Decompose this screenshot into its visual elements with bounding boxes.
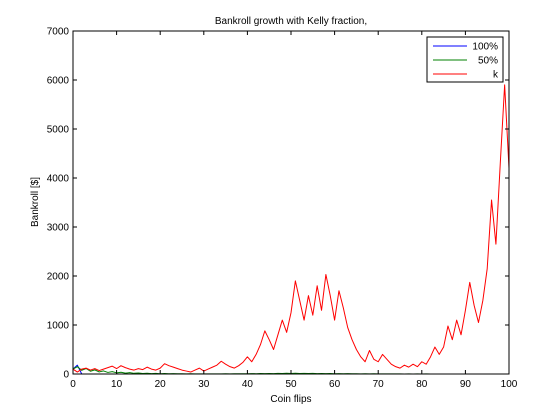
x-tick-label: 70 [373, 379, 385, 390]
x-tick-label: 100 [501, 379, 518, 390]
y-tick-label: 1000 [47, 321, 70, 332]
chart-title: Bankroll growth with Kelly fraction, [215, 16, 367, 27]
x-tick-label: 40 [242, 379, 254, 390]
x-tick-label: 30 [198, 379, 210, 390]
x-tick-label: 50 [285, 379, 297, 390]
y-tick-label: 7000 [47, 27, 70, 38]
y-tick-label: 0 [63, 370, 69, 381]
plot-area [73, 31, 509, 374]
legend-label-2: k [493, 70, 499, 81]
x-tick-label: 20 [155, 379, 167, 390]
x-tick-label: 10 [111, 379, 123, 390]
x-tick-label: 80 [416, 379, 428, 390]
y-tick-label: 5000 [47, 125, 70, 136]
x-tick-label: 0 [70, 379, 76, 390]
legend-label-0: 100% [472, 42, 498, 53]
y-tick-label: 2000 [47, 272, 70, 283]
x-tick-label: 90 [460, 379, 472, 390]
x-axis-title: Coin flips [270, 394, 311, 405]
legend: 100% 50% k [426, 36, 504, 83]
y-tick-label: 3000 [47, 223, 70, 234]
x-tick-label: 60 [329, 379, 341, 390]
y-tick-label: 6000 [47, 76, 70, 87]
legend-label-1: 50% [478, 56, 498, 67]
series-line-2 [73, 84, 509, 373]
y-axis-title: Bankroll [$] [30, 177, 41, 227]
y-tick-label: 4000 [47, 174, 70, 185]
ticks-group: 0 10 20 30 40 50 60 70 80 90 100010002000300040005… [47, 27, 518, 391]
